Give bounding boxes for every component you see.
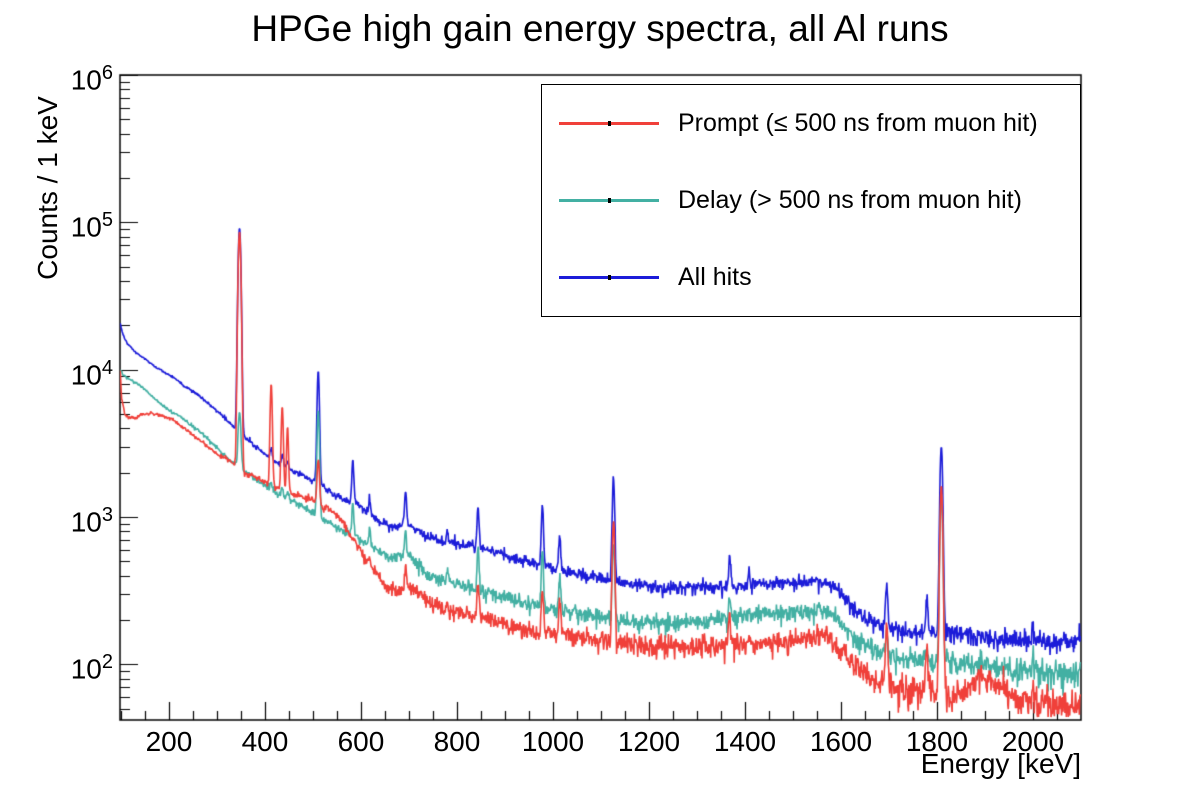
legend-line-sample	[559, 121, 659, 126]
x-tick-label: 1000	[521, 726, 585, 757]
y-tick-label: 103	[70, 504, 113, 538]
x-tick-label: 2000	[1001, 726, 1065, 757]
x-tick-label: 400	[241, 726, 289, 757]
x-tick-label: 1400	[713, 726, 777, 757]
y-tick-label: 104	[70, 356, 113, 391]
legend-box: Prompt (≤ 500 ns from muon hit) Delay (> …	[541, 84, 1081, 317]
legend-label: All hits	[678, 263, 752, 291]
legend-entry: All hits	[542, 239, 1080, 316]
legend-marker-dot	[608, 275, 611, 280]
plot-title: HPGe high gain energy spectra, all Al ru…	[251, 8, 949, 49]
legend-line-sample	[559, 275, 659, 280]
x-axis-title: Energy [keV]	[920, 748, 1081, 779]
x-tick-label: 1600	[809, 726, 873, 757]
legend-entry: Prompt (≤ 500 ns from muon hit)	[542, 85, 1080, 162]
x-tick-label: 1800	[905, 726, 969, 757]
legend-label: Delay (> 500 ns from muon hit)	[678, 186, 1022, 214]
x-tick-label: 1200	[617, 726, 681, 757]
x-tick-label: 600	[337, 726, 385, 757]
legend-label: Prompt (≤ 500 ns from muon hit)	[678, 109, 1038, 137]
legend-entry: Delay (> 500 ns from muon hit)	[542, 162, 1080, 239]
y-tick-label: 102	[70, 651, 113, 685]
x-tick-label: 800	[433, 726, 481, 757]
legend-line-sample	[559, 198, 659, 203]
x-tick-label: 200	[145, 726, 193, 757]
legend-marker-dot	[608, 121, 611, 126]
y-axis-title: Counts / 1 keV	[32, 96, 63, 280]
y-tick-label: 106	[70, 62, 113, 96]
y-tick-label: 105	[70, 209, 113, 243]
legend-marker-dot	[608, 198, 611, 203]
